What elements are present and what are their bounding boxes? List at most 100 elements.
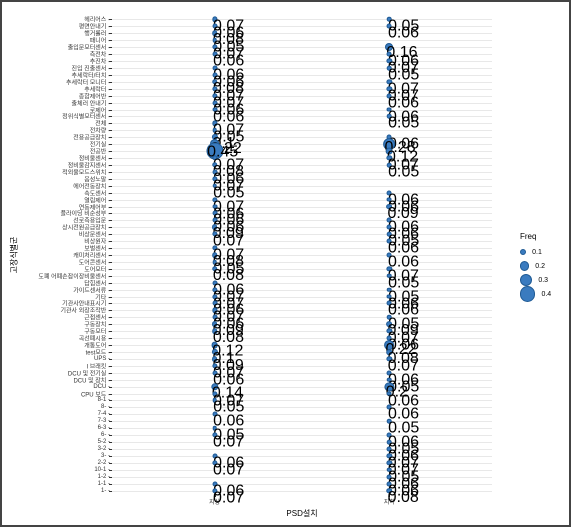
- data-point: 0.05: [387, 17, 392, 22]
- data-point: 0.05: [212, 426, 217, 431]
- data-point: 0.1: [212, 349, 218, 355]
- data-point: 0.08: [387, 488, 393, 494]
- y-tick-label: 6-3 -: [98, 425, 112, 431]
- data-point: 0.06: [387, 294, 392, 299]
- y-tick-label: 7-4 -: [98, 411, 112, 417]
- legend: Freq0.10.20.30.4: [520, 232, 551, 301]
- data-point: 0.07: [387, 356, 392, 361]
- data-point: 0.07: [387, 58, 392, 63]
- data-point: 0.06: [212, 370, 217, 375]
- gridline: [112, 241, 492, 242]
- legend-item: 0.1: [520, 245, 551, 259]
- y-tick-label: 5-2 -: [98, 439, 112, 445]
- data-point: 0.06: [387, 301, 392, 306]
- gridline: [112, 54, 492, 55]
- data-point: 0.06: [212, 169, 217, 174]
- gridline: [112, 283, 492, 284]
- data-point: 0.06: [212, 52, 217, 57]
- y-tick-label: 3-2 -: [98, 446, 112, 452]
- data-point: 0.05: [387, 287, 392, 292]
- data-point: 0.07: [387, 79, 392, 84]
- data-point: 0.06: [387, 93, 392, 98]
- data-point: 0.06: [387, 447, 392, 452]
- data-point: 0.05: [387, 467, 392, 472]
- data-point: 0.06: [212, 211, 217, 216]
- gridline: [112, 428, 492, 429]
- gridline: [112, 359, 492, 360]
- data-point: 0.06: [387, 190, 392, 195]
- data-point: 0.06: [387, 391, 392, 396]
- gridline: [112, 324, 492, 325]
- data-point: 0.07: [387, 453, 392, 458]
- gridline: [112, 227, 492, 228]
- data-point: 0.06: [387, 474, 392, 479]
- gridline: [112, 352, 492, 353]
- data-point: 0.05: [387, 440, 392, 445]
- legend-item: 0.3: [520, 273, 551, 287]
- y-tick-label: 1-2 -: [98, 474, 112, 480]
- gridline: [112, 213, 492, 214]
- data-point: 0.06: [387, 433, 392, 438]
- gridline: [112, 68, 492, 69]
- data-point: 0.06: [212, 72, 217, 77]
- gridline: [112, 89, 492, 90]
- data-point: 0.07: [212, 245, 217, 250]
- gridline: [112, 262, 492, 263]
- data-point: 0.06: [387, 52, 392, 57]
- data-point: 0.06: [212, 218, 217, 223]
- y-tick-label: 1- -: [101, 488, 112, 494]
- gridline: [112, 310, 492, 311]
- data-point: 0.07: [212, 232, 217, 237]
- gridline: [112, 414, 492, 415]
- data-point: 0.06: [212, 100, 217, 105]
- data-point: 0.07: [387, 266, 392, 271]
- y-tick-label: 3- -: [101, 453, 112, 459]
- gridline: [112, 19, 492, 20]
- gridline: [112, 449, 492, 450]
- gridline: [112, 477, 492, 478]
- data-point: 0.09: [212, 356, 218, 362]
- data-point: 0.07: [212, 294, 217, 299]
- gridline: [112, 400, 492, 401]
- data-point: 0.07: [212, 176, 217, 181]
- data-point: 0.05: [387, 232, 392, 237]
- gridline: [112, 435, 492, 436]
- data-point: 0.06: [387, 218, 392, 223]
- data-point: 0.05: [212, 38, 217, 43]
- gridline: [112, 234, 492, 235]
- gridline: [112, 407, 492, 408]
- gridline: [112, 179, 492, 180]
- gridline: [112, 165, 492, 166]
- legend-label: 0.4: [541, 291, 551, 298]
- data-point: 0.09: [212, 321, 218, 327]
- data-point: 0.06: [387, 481, 392, 486]
- gridline: [112, 33, 492, 34]
- gridline: [112, 317, 492, 318]
- data-point: 0.08: [212, 266, 218, 272]
- gridline: [112, 123, 492, 124]
- data-point: 0.09: [386, 321, 392, 327]
- data-point: 0.06: [387, 239, 392, 244]
- data-point: 0.07: [212, 488, 217, 493]
- y-tick-label: 7-3 -: [98, 418, 112, 424]
- data-point: 0.08: [212, 252, 218, 258]
- data-point: 0.12: [386, 148, 393, 155]
- gridline: [112, 442, 492, 443]
- data-point: 0.06: [387, 24, 392, 29]
- data-point: 0.07: [387, 329, 392, 334]
- gridline: [112, 303, 492, 304]
- legend-swatch: [520, 249, 526, 255]
- gridline: [112, 61, 492, 62]
- data-point: 0.07: [387, 86, 392, 91]
- data-point: 0.07: [212, 197, 217, 202]
- data-point: 0.05: [212, 260, 217, 265]
- gridline: [112, 248, 492, 249]
- legend-swatch: [520, 261, 529, 270]
- gridline: [112, 421, 492, 422]
- y-axis-title: 고장식별군: [9, 237, 20, 274]
- data-point: 0.08: [212, 31, 218, 37]
- data-point: 0.12: [211, 342, 218, 349]
- data-point: 0.05: [387, 273, 392, 278]
- data-point: 0.09: [386, 204, 392, 210]
- gridline: [112, 456, 492, 457]
